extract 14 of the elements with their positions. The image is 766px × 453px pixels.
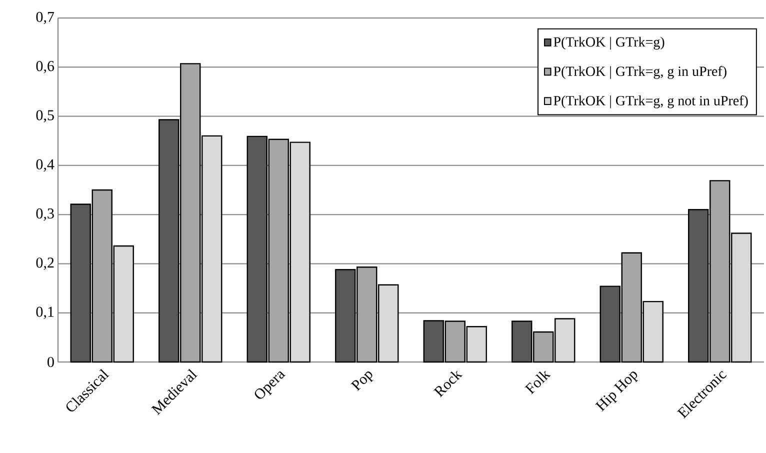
legend-label: P(TrkOK | GTrk=g) [554, 36, 664, 50]
y-tick-label: 0,1 [36, 306, 54, 319]
legend-label: P(TrkOK | GTrk=g, g in uPref) [554, 66, 726, 79]
y-tick-label: 0,5 [36, 110, 54, 122]
y-tick-label: 0,4 [36, 159, 54, 172]
y-tick-label: 0,3 [36, 208, 54, 221]
y-tick-label: 0,2 [36, 258, 54, 270]
y-tick-label: 0,6 [36, 61, 54, 74]
legend-label: P(TrkOK | GTrk=g, g not in uPref) [554, 95, 748, 108]
x-tick-label: Pop [350, 371, 374, 392]
y-tick-label: 0 [48, 356, 54, 368]
x-tick-label: Folk [524, 370, 551, 394]
x-tick-label: Hip Hop [595, 372, 638, 412]
y-tick-label: 0,7 [36, 12, 54, 24]
